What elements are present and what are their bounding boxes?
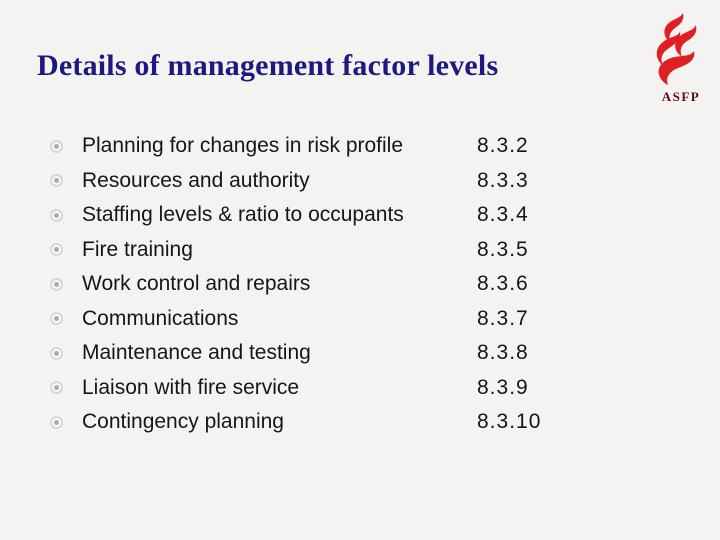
factor-list: Planning for changes in risk profile 8.3…: [50, 129, 680, 440]
item-ref: 8.3.4: [477, 203, 529, 227]
list-item: Planning for changes in risk profile 8.3…: [50, 129, 680, 164]
item-ref: 8.3.8: [477, 341, 529, 365]
item-ref: 8.3.3: [477, 168, 529, 192]
bullet-icon: [50, 346, 63, 360]
item-ref: 8.3.5: [477, 237, 529, 261]
bullet-icon: [50, 243, 63, 257]
item-ref: 8.3.9: [477, 375, 529, 399]
bullet-icon: [50, 312, 63, 326]
item-label: Resources and authority: [82, 168, 310, 192]
list-item: Fire training 8.3.5: [50, 233, 680, 268]
item-label: Maintenance and testing: [82, 341, 311, 365]
bullet-icon: [50, 139, 63, 153]
item-label: Communications: [82, 306, 239, 330]
item-label: Fire training: [82, 237, 193, 261]
item-ref: 8.3.2: [477, 134, 529, 158]
asfp-logo-text: ASFP: [661, 89, 701, 104]
bullet-icon: [50, 415, 63, 429]
item-ref: 8.3.6: [477, 272, 529, 296]
item-ref: 8.3.7: [477, 306, 529, 330]
item-ref: 8.3.10: [477, 410, 542, 434]
item-label: Contingency planning: [82, 410, 284, 434]
bullet-icon: [50, 381, 63, 395]
page-title: Details of management factor levels: [37, 49, 499, 82]
bullet-icon: [50, 174, 63, 188]
list-item: Communications 8.3.7: [50, 302, 680, 337]
list-item: Liaison with fire service 8.3.9: [50, 371, 680, 406]
list-item: Contingency planning 8.3.10: [50, 405, 680, 440]
bullet-icon: [50, 277, 63, 291]
list-item: Staffing levels & ratio to occupants 8.3…: [50, 198, 680, 233]
item-label: Planning for changes in risk profile: [82, 134, 404, 158]
item-label: Work control and repairs: [82, 272, 311, 296]
list-item: Maintenance and testing 8.3.8: [50, 336, 680, 371]
item-label: Liaison with fire service: [82, 375, 300, 399]
list-item: Resources and authority 8.3.3: [50, 164, 680, 199]
list-item: Work control and repairs 8.3.6: [50, 267, 680, 302]
item-label: Staffing levels & ratio to occupants: [82, 203, 404, 227]
asfp-logo: ASFP: [648, 12, 714, 105]
bullet-icon: [50, 208, 63, 222]
flame-icon: [656, 12, 697, 86]
